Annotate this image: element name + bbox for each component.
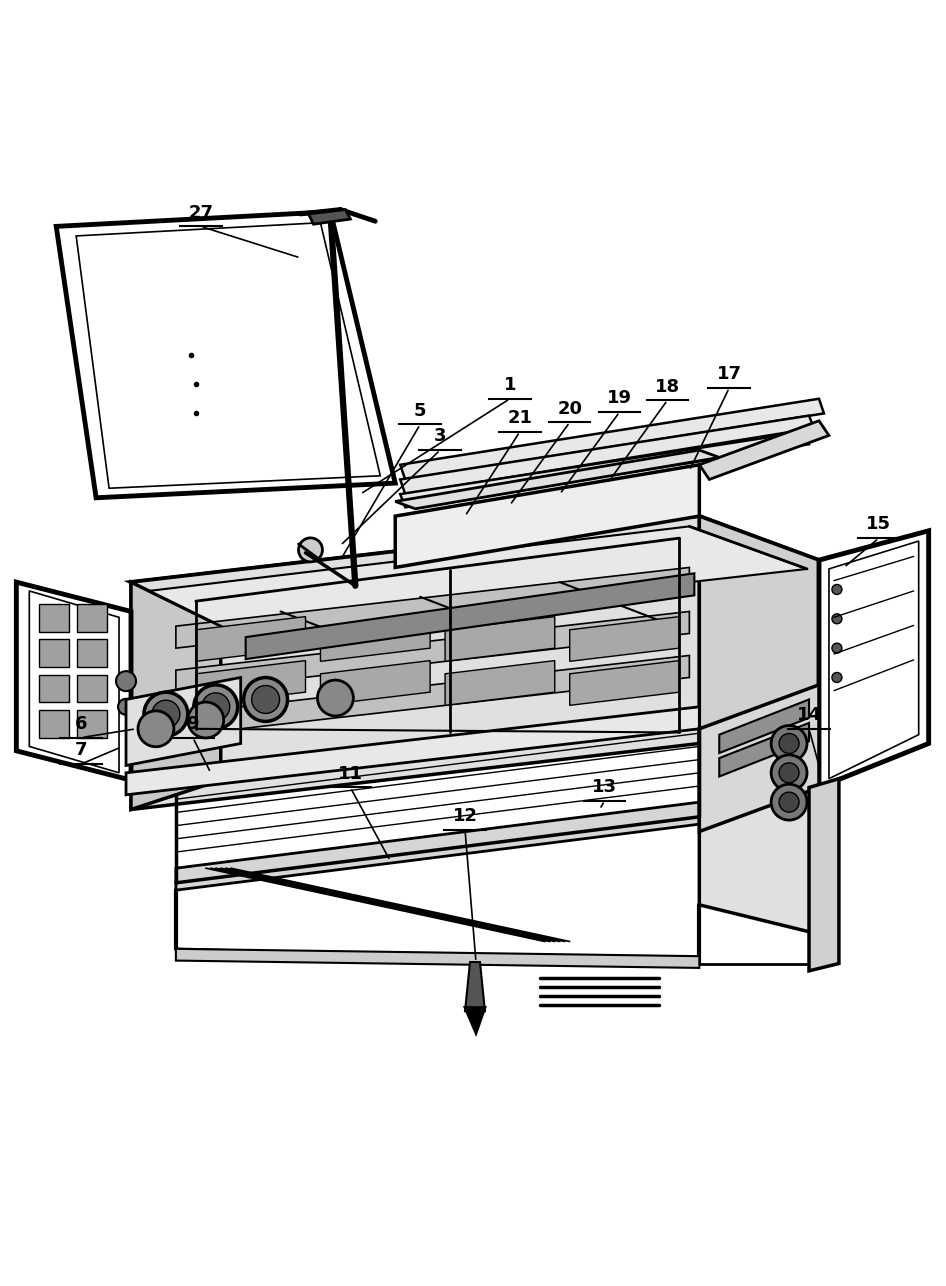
Polygon shape (699, 729, 819, 934)
Polygon shape (321, 616, 430, 661)
Circle shape (299, 538, 323, 562)
Circle shape (318, 680, 354, 716)
Polygon shape (465, 962, 485, 1011)
Text: 5: 5 (414, 401, 427, 419)
Polygon shape (176, 656, 690, 736)
Polygon shape (400, 432, 809, 507)
Polygon shape (395, 464, 699, 567)
Circle shape (188, 702, 224, 738)
Polygon shape (719, 700, 809, 754)
Circle shape (144, 692, 188, 736)
Circle shape (832, 673, 842, 683)
Polygon shape (829, 541, 919, 779)
Polygon shape (699, 685, 819, 832)
Polygon shape (196, 661, 306, 705)
Circle shape (832, 584, 842, 594)
Text: 12: 12 (452, 808, 478, 826)
Text: 15: 15 (867, 516, 891, 534)
Circle shape (244, 678, 288, 721)
Polygon shape (131, 583, 220, 809)
Text: 3: 3 (434, 427, 447, 445)
Polygon shape (77, 222, 380, 489)
Polygon shape (29, 592, 119, 773)
Circle shape (832, 643, 842, 653)
Polygon shape (809, 779, 839, 971)
Circle shape (118, 698, 134, 715)
Polygon shape (465, 1007, 485, 1033)
Circle shape (116, 671, 136, 691)
Circle shape (138, 711, 174, 747)
Text: 19: 19 (607, 390, 632, 408)
Text: 13: 13 (592, 778, 617, 796)
Polygon shape (131, 516, 699, 809)
Text: 27: 27 (188, 203, 213, 221)
Polygon shape (16, 583, 131, 781)
Polygon shape (445, 661, 554, 705)
Polygon shape (395, 450, 719, 509)
Text: 18: 18 (655, 378, 680, 396)
Polygon shape (126, 707, 699, 795)
Polygon shape (40, 710, 69, 738)
Polygon shape (56, 212, 395, 498)
Text: 21: 21 (507, 409, 533, 427)
Circle shape (780, 763, 799, 783)
Polygon shape (819, 531, 929, 787)
Polygon shape (699, 421, 829, 480)
Text: 9: 9 (186, 715, 199, 733)
Polygon shape (176, 611, 690, 692)
Circle shape (780, 733, 799, 754)
Text: 14: 14 (797, 706, 821, 724)
Polygon shape (126, 678, 240, 765)
Polygon shape (40, 675, 69, 702)
Polygon shape (321, 661, 430, 705)
Polygon shape (400, 399, 824, 480)
Polygon shape (176, 802, 699, 890)
Circle shape (771, 784, 807, 820)
Polygon shape (699, 516, 819, 787)
Polygon shape (40, 604, 69, 631)
Polygon shape (131, 516, 819, 626)
Polygon shape (176, 567, 690, 648)
Polygon shape (78, 675, 107, 702)
Text: 20: 20 (557, 400, 582, 418)
Polygon shape (400, 415, 814, 494)
Polygon shape (445, 616, 554, 661)
Text: 17: 17 (717, 365, 742, 383)
Polygon shape (40, 639, 69, 667)
Polygon shape (78, 639, 107, 667)
Polygon shape (78, 710, 107, 738)
Polygon shape (196, 616, 306, 661)
Circle shape (201, 693, 230, 720)
Text: 1: 1 (503, 376, 517, 394)
Polygon shape (719, 723, 809, 777)
Polygon shape (78, 604, 107, 631)
Polygon shape (569, 616, 679, 661)
Circle shape (152, 700, 180, 728)
Polygon shape (569, 661, 679, 705)
Text: 11: 11 (338, 765, 363, 783)
Polygon shape (176, 949, 699, 968)
Polygon shape (149, 526, 807, 634)
Circle shape (832, 613, 842, 624)
Polygon shape (308, 210, 350, 224)
Circle shape (194, 685, 237, 729)
Circle shape (771, 725, 807, 761)
Circle shape (252, 685, 280, 714)
Text: 7: 7 (75, 741, 87, 759)
Circle shape (780, 792, 799, 813)
Circle shape (771, 755, 807, 791)
Text: 6: 6 (75, 715, 87, 733)
Polygon shape (246, 574, 694, 660)
